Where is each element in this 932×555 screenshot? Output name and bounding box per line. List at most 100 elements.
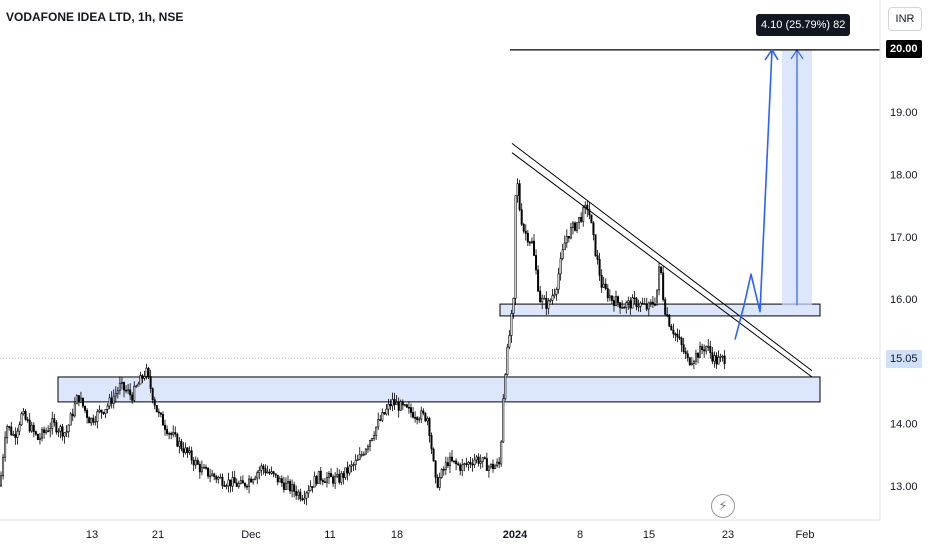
candle-body	[276, 474, 279, 483]
candle-body	[274, 473, 277, 476]
candle-body	[90, 417, 93, 424]
candle-body	[672, 329, 675, 335]
candle-body	[467, 461, 470, 465]
candle-body	[481, 457, 484, 462]
candle-body	[143, 376, 146, 379]
candle-body	[313, 476, 316, 488]
time-axis[interactable]: 13 21 Dec 11 18 2024 8 15 23 Feb	[0, 519, 880, 541]
candle-body	[319, 470, 322, 481]
candle-body	[325, 477, 328, 483]
candle-body	[254, 477, 257, 480]
candle-body	[192, 459, 195, 466]
zones-layer	[57, 303, 821, 403]
candle-body	[243, 482, 246, 487]
candle-body	[196, 460, 199, 465]
candle-body	[510, 313, 513, 336]
candle-body	[688, 357, 691, 366]
candle-body	[498, 461, 501, 465]
candle-body	[637, 305, 640, 308]
candle-body	[40, 429, 43, 439]
price-tick-label: 13.00	[890, 481, 918, 493]
candle-body	[323, 481, 326, 483]
price-tick-label: 14.00	[890, 419, 918, 431]
candle-body	[371, 438, 374, 441]
candle-body	[2, 456, 5, 477]
candle-body	[588, 209, 591, 216]
candle-body	[528, 241, 531, 244]
time-tick-label: 18	[391, 529, 403, 541]
candle-body	[635, 298, 638, 307]
candle-body	[137, 383, 140, 387]
currency-selector[interactable]: INR	[888, 7, 922, 31]
candle-body	[602, 283, 605, 288]
candle-body	[8, 426, 11, 428]
candle-body	[699, 346, 702, 358]
candle-body	[168, 433, 171, 435]
price-tick-label: 17.00	[890, 232, 918, 244]
candle-body	[459, 464, 462, 471]
candle-body	[127, 389, 130, 392]
lightning-icon[interactable]: ⚡	[711, 494, 735, 518]
candle-body	[215, 476, 218, 480]
candle-body	[391, 399, 394, 407]
candle-body	[223, 485, 226, 487]
candle-body	[270, 471, 273, 474]
candle-body	[516, 183, 519, 197]
candle-body	[389, 403, 392, 407]
candle-body	[190, 450, 193, 461]
candle-body	[450, 456, 453, 462]
candle-body	[418, 418, 421, 421]
candle-body	[368, 440, 371, 447]
candle-body	[352, 464, 355, 466]
candle-body	[405, 404, 408, 408]
candle-body	[170, 433, 173, 435]
candle-body	[161, 414, 164, 426]
candle-body	[256, 472, 259, 479]
candle-body	[653, 303, 656, 306]
candle-body	[141, 375, 144, 379]
candle-body	[315, 476, 318, 484]
candle-body	[217, 476, 220, 480]
candle-body	[526, 232, 529, 243]
candle-body	[59, 426, 62, 432]
candle-body	[399, 401, 402, 411]
candle-body	[494, 465, 497, 470]
candle-body	[305, 492, 308, 499]
candle-body	[549, 299, 552, 302]
candle-body	[463, 463, 466, 466]
candle-body	[641, 302, 644, 305]
candle-body	[504, 374, 507, 399]
candle-body	[715, 355, 718, 365]
candle-body	[502, 398, 505, 443]
projection-path	[734, 49, 773, 340]
candle-body	[176, 433, 179, 447]
candle-body	[680, 337, 683, 346]
candle-body	[477, 456, 480, 464]
time-tick-label: 2024	[503, 529, 528, 541]
candle-body	[397, 402, 400, 411]
candle-body	[651, 301, 654, 305]
candle-body	[106, 405, 109, 410]
candle-body	[286, 481, 289, 484]
candle-body	[348, 465, 351, 474]
candle-body	[662, 272, 665, 300]
candle-body	[629, 300, 632, 309]
candle-body	[373, 435, 376, 439]
candle-body	[600, 274, 603, 288]
candle-body	[188, 450, 191, 453]
candle-body	[537, 269, 540, 292]
candle-body	[284, 482, 287, 490]
candle-body	[213, 473, 216, 477]
price-axis[interactable]: 13.00 14.00 16.00 17.00 18.00 19.00	[879, 0, 918, 520]
candle-body	[610, 295, 613, 301]
candle-body	[541, 297, 544, 303]
candle-body	[239, 480, 242, 484]
candle-body	[623, 306, 626, 309]
candle-body	[487, 466, 490, 471]
candle-body	[155, 405, 158, 413]
candle-body	[438, 477, 441, 488]
symbol-title[interactable]: VODAFONE IDEA LTD, 1h, NSE	[6, 10, 184, 24]
candle-body	[180, 441, 183, 450]
